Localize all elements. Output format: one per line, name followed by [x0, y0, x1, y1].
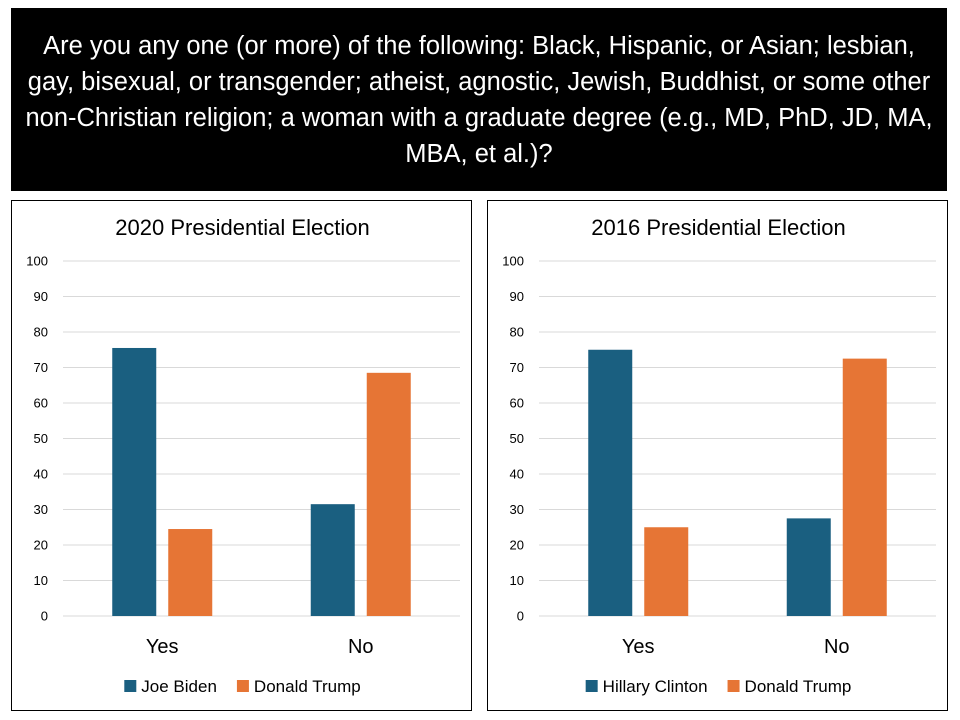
y-tick-label: 20: [510, 538, 524, 553]
x-category-label: No: [824, 636, 850, 658]
chart-panel-2016: 2016 Presidential Election 0 10 20 30 40 50 60 7…: [487, 200, 948, 711]
chart-2016: 2016 Presidential Election 0 10 20 30 40 50 60 7…: [502, 215, 936, 696]
y-tick-label: 90: [510, 289, 524, 304]
y-tick-label: 100: [26, 254, 48, 269]
question-text: Are you any one (or more) of the followi…: [25, 31, 933, 168]
bar: [644, 527, 689, 616]
y-tick-label: 60: [34, 396, 48, 411]
y-tick-label: 30: [510, 502, 524, 517]
chart-title: 2020 Presidential Election: [115, 215, 369, 240]
legend-label: Joe Biden: [141, 677, 217, 696]
y-tick-label: 0: [41, 609, 48, 624]
question-banner: Are you any one (or more) of the followi…: [11, 8, 947, 191]
bar: [588, 349, 633, 616]
legend-label: Donald Trump: [254, 677, 361, 696]
legend-swatch: [236, 680, 249, 692]
legend-swatch: [585, 680, 598, 692]
y-tick-label: 10: [510, 573, 524, 588]
x-category-label: Yes: [622, 636, 655, 658]
legend: Joe Biden Donald Trump: [124, 677, 361, 696]
y-tick-label: 70: [510, 360, 524, 375]
y-tick-label: 100: [502, 254, 524, 269]
bar: [786, 518, 831, 616]
x-category-label: No: [348, 636, 374, 658]
bar: [310, 504, 355, 616]
chart-panel-2020: 2020 Presidential Election 0 10 20 30 40 50 60 7…: [11, 200, 472, 711]
x-category-label: Yes: [146, 636, 179, 658]
y-tick-label: 30: [34, 502, 48, 517]
y-tick-label: 60: [510, 396, 524, 411]
y-tick-label: 0: [517, 609, 524, 624]
y-tick-label: 40: [510, 467, 524, 482]
bar: [168, 529, 213, 616]
chart-2020: 2020 Presidential Election 0 10 20 30 40 50 60 7…: [26, 215, 460, 696]
legend: Hillary Clinton Donald Trump: [585, 677, 852, 696]
y-tick-label: 90: [34, 289, 48, 304]
y-tick-label: 10: [34, 573, 48, 588]
bar: [112, 347, 157, 616]
bar: [842, 358, 887, 616]
chart-title: 2016 Presidential Election: [591, 215, 845, 240]
legend-label: Hillary Clinton: [603, 677, 708, 696]
bar: [366, 372, 411, 616]
y-tick-label: 50: [510, 431, 524, 446]
y-tick-label: 80: [510, 325, 524, 340]
legend-label: Donald Trump: [745, 677, 852, 696]
legend-swatch: [727, 680, 740, 692]
legend-swatch: [124, 680, 137, 692]
y-tick-label: 40: [34, 467, 48, 482]
y-tick-label: 20: [34, 538, 48, 553]
y-tick-label: 70: [34, 360, 48, 375]
y-tick-label: 50: [34, 431, 48, 446]
y-tick-label: 80: [34, 325, 48, 340]
